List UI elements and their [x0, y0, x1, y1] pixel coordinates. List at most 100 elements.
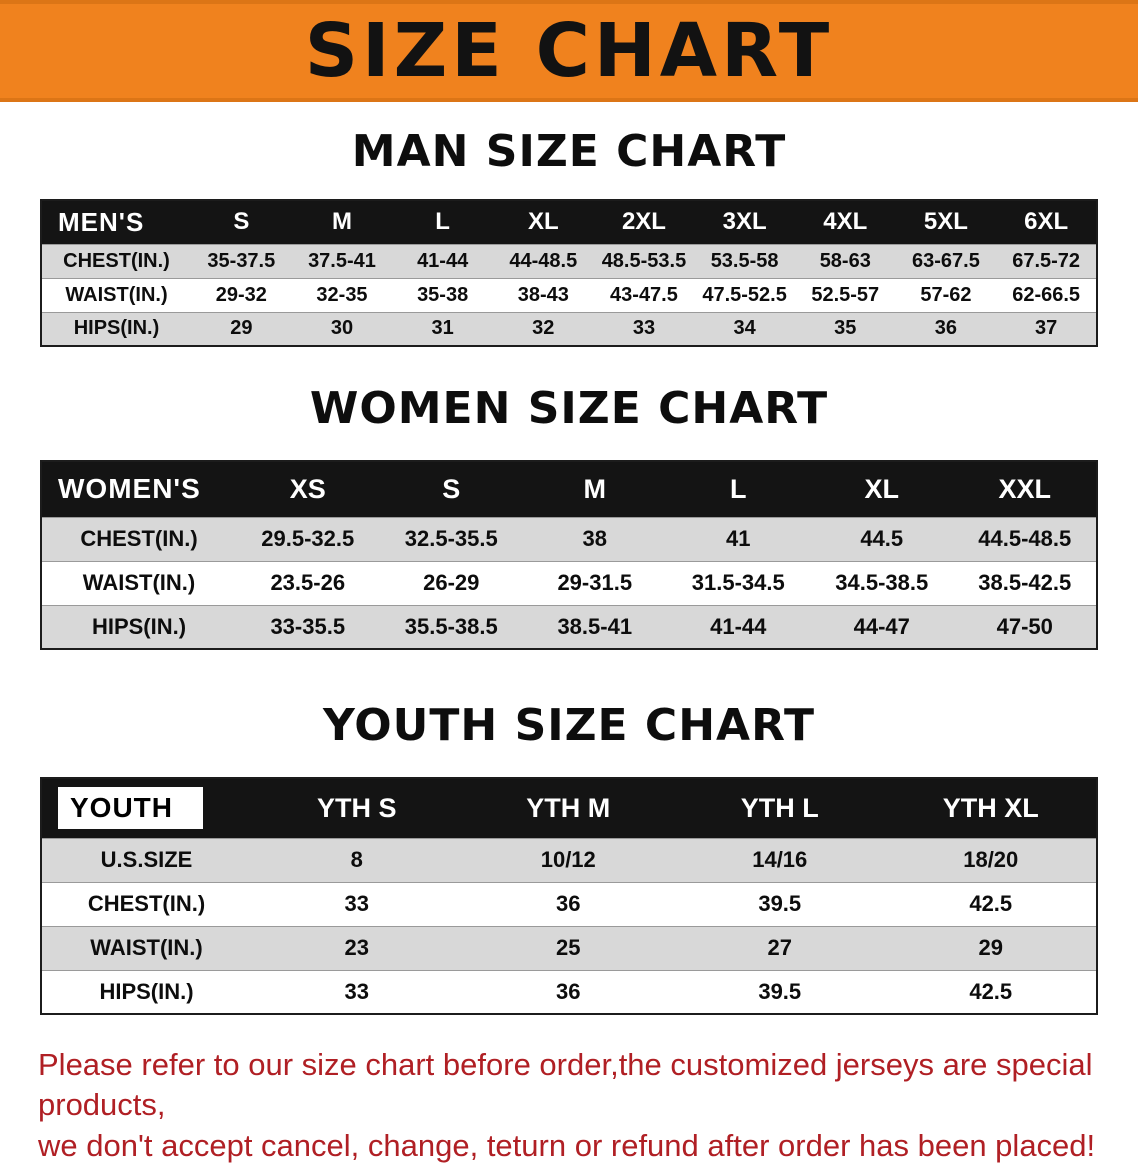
cell: 37 — [996, 311, 1097, 346]
cell: 29-31.5 — [523, 560, 667, 605]
table-title-cell: WOMEN'S — [41, 461, 236, 517]
men-size-table: MEN'S S M L XL 2XL 3XL 4XL 5XL 6XL CHEST(IN.) 35-37… — [40, 199, 1098, 347]
cell: 29 — [191, 311, 292, 346]
cell: 29 — [885, 925, 1097, 970]
column-header: YTH M — [462, 778, 674, 838]
cell: 35-37.5 — [191, 243, 292, 278]
column-header: XL — [810, 461, 954, 517]
table-row: CHEST(IN.) 29.5-32.5 32.5-35.5 38 41 44.5 44.5… — [41, 516, 1097, 561]
table-title: YOUTH — [58, 787, 203, 830]
cell: 39.5 — [674, 969, 886, 1014]
cell: 34.5-38.5 — [810, 560, 954, 605]
table-row: HIPS(IN.) 33-35.5 35.5-38.5 38.5-41 41-44 44-… — [41, 604, 1097, 649]
cell: 31 — [392, 311, 493, 346]
cell: 29.5-32.5 — [236, 516, 380, 561]
cell: 67.5-72 — [996, 243, 1097, 278]
column-header: M — [523, 461, 667, 517]
cell: 18/20 — [885, 837, 1097, 882]
header-row: YOUTH YTH S YTH M YTH L YTH XL — [41, 778, 1097, 838]
cell: 44-48.5 — [492, 243, 594, 278]
cell: 38 — [523, 516, 667, 561]
cell: 44.5 — [810, 516, 954, 561]
cell: 42.5 — [885, 881, 1097, 926]
cell: 33 — [251, 969, 463, 1014]
cell: 42.5 — [885, 969, 1097, 1014]
row-label: HIPS(IN.) — [41, 311, 191, 346]
cell: 53.5-58 — [694, 243, 795, 278]
cell: 58-63 — [794, 243, 896, 278]
cell: 36 — [462, 969, 674, 1014]
women-size-section: WOMEN SIZE CHART WOMEN'S XS S M L XL XXL CHEST(… — [0, 383, 1138, 650]
row-label: WAIST(IN.) — [41, 925, 251, 970]
row-label: CHEST(IN.) — [41, 243, 191, 278]
cell: 44-47 — [810, 604, 954, 649]
cell: 39.5 — [674, 881, 886, 926]
cell: 31.5-34.5 — [666, 560, 810, 605]
cell: 14/16 — [674, 837, 886, 882]
column-header: M — [291, 200, 393, 244]
column-header: S — [191, 200, 292, 244]
cell: 41 — [666, 516, 810, 561]
disclaimer-note: Please refer to our size chart before or… — [38, 1045, 1100, 1166]
row-label: CHEST(IN.) — [41, 516, 236, 561]
cell: 23.5-26 — [236, 560, 380, 605]
youth-section-heading: YOUTH SIZE CHART — [322, 700, 815, 751]
cell: 36 — [462, 881, 674, 926]
women-size-table: WOMEN'S XS S M L XL XXL CHEST(IN.) 29.5-32.5 32.5… — [40, 460, 1098, 650]
cell: 34 — [694, 311, 795, 346]
header-row: WOMEN'S XS S M L XL XXL — [41, 461, 1097, 517]
column-header: 3XL — [694, 200, 795, 244]
cell: 36 — [895, 311, 997, 346]
column-header: XL — [492, 200, 594, 244]
cell: 27 — [674, 925, 886, 970]
cell: 35.5-38.5 — [379, 604, 523, 649]
row-label: CHEST(IN.) — [41, 881, 251, 926]
cell: 25 — [462, 925, 674, 970]
cell: 35 — [794, 311, 896, 346]
cell: 33 — [251, 881, 463, 926]
cell: 35-38 — [392, 277, 493, 312]
column-header: 4XL — [794, 200, 896, 244]
table-title: MEN'S — [58, 206, 145, 237]
column-header: 5XL — [895, 200, 997, 244]
column-header: 6XL — [996, 200, 1097, 244]
youth-size-table: YOUTH YTH S YTH M YTH L YTH XL U.S.SIZE 8 10/12… — [40, 777, 1098, 1015]
cell: 48.5-53.5 — [593, 243, 695, 278]
cell: 63-67.5 — [895, 243, 997, 278]
cell: 47.5-52.5 — [694, 277, 795, 312]
cell: 38.5-41 — [523, 604, 667, 649]
women-section-heading: WOMEN SIZE CHART — [309, 383, 829, 434]
column-header: L — [666, 461, 810, 517]
cell: 23 — [251, 925, 463, 970]
men-size-section: MAN SIZE CHART MEN'S S M L XL 2XL 3XL 4XL 5XL 6XL… — [0, 126, 1138, 347]
table-title-cell: YOUTH — [41, 778, 251, 838]
youth-size-section: YOUTH SIZE CHART YOUTH YTH S YTH M YTH L YTH… — [0, 700, 1138, 1015]
row-label: WAIST(IN.) — [41, 560, 236, 605]
banner: SIZE CHART — [0, 0, 1138, 102]
column-header: S — [379, 461, 523, 517]
table-row: U.S.SIZE 8 10/12 14/16 18/20 — [41, 837, 1097, 882]
table-row: WAIST(IN.) 23.5-26 26-29 29-31.5 31.5-34.5 34… — [41, 560, 1097, 605]
cell: 32 — [492, 311, 594, 346]
men-section-heading: MAN SIZE CHART — [351, 126, 787, 177]
column-header: YTH S — [251, 778, 463, 838]
column-header: YTH L — [674, 778, 886, 838]
cell: 43-47.5 — [593, 277, 695, 312]
table-row: HIPS(IN.) 29 30 31 32 33 34 35 36 37 — [41, 311, 1097, 346]
cell: 47-50 — [953, 604, 1097, 649]
cell: 33-35.5 — [236, 604, 380, 649]
row-label: U.S.SIZE — [41, 837, 251, 882]
cell: 8 — [251, 837, 463, 882]
cell: 41-44 — [666, 604, 810, 649]
cell: 41-44 — [392, 243, 493, 278]
column-header: 2XL — [593, 200, 695, 244]
table-title-cell: MEN'S — [41, 200, 191, 244]
cell: 29-32 — [191, 277, 292, 312]
cell: 52.5-57 — [794, 277, 896, 312]
header-row: MEN'S S M L XL 2XL 3XL 4XL 5XL 6XL — [41, 200, 1097, 244]
cell: 44.5-48.5 — [953, 516, 1097, 561]
page-title: SIZE CHART — [304, 8, 834, 94]
cell: 62-66.5 — [996, 277, 1097, 312]
row-label: HIPS(IN.) — [41, 969, 251, 1014]
